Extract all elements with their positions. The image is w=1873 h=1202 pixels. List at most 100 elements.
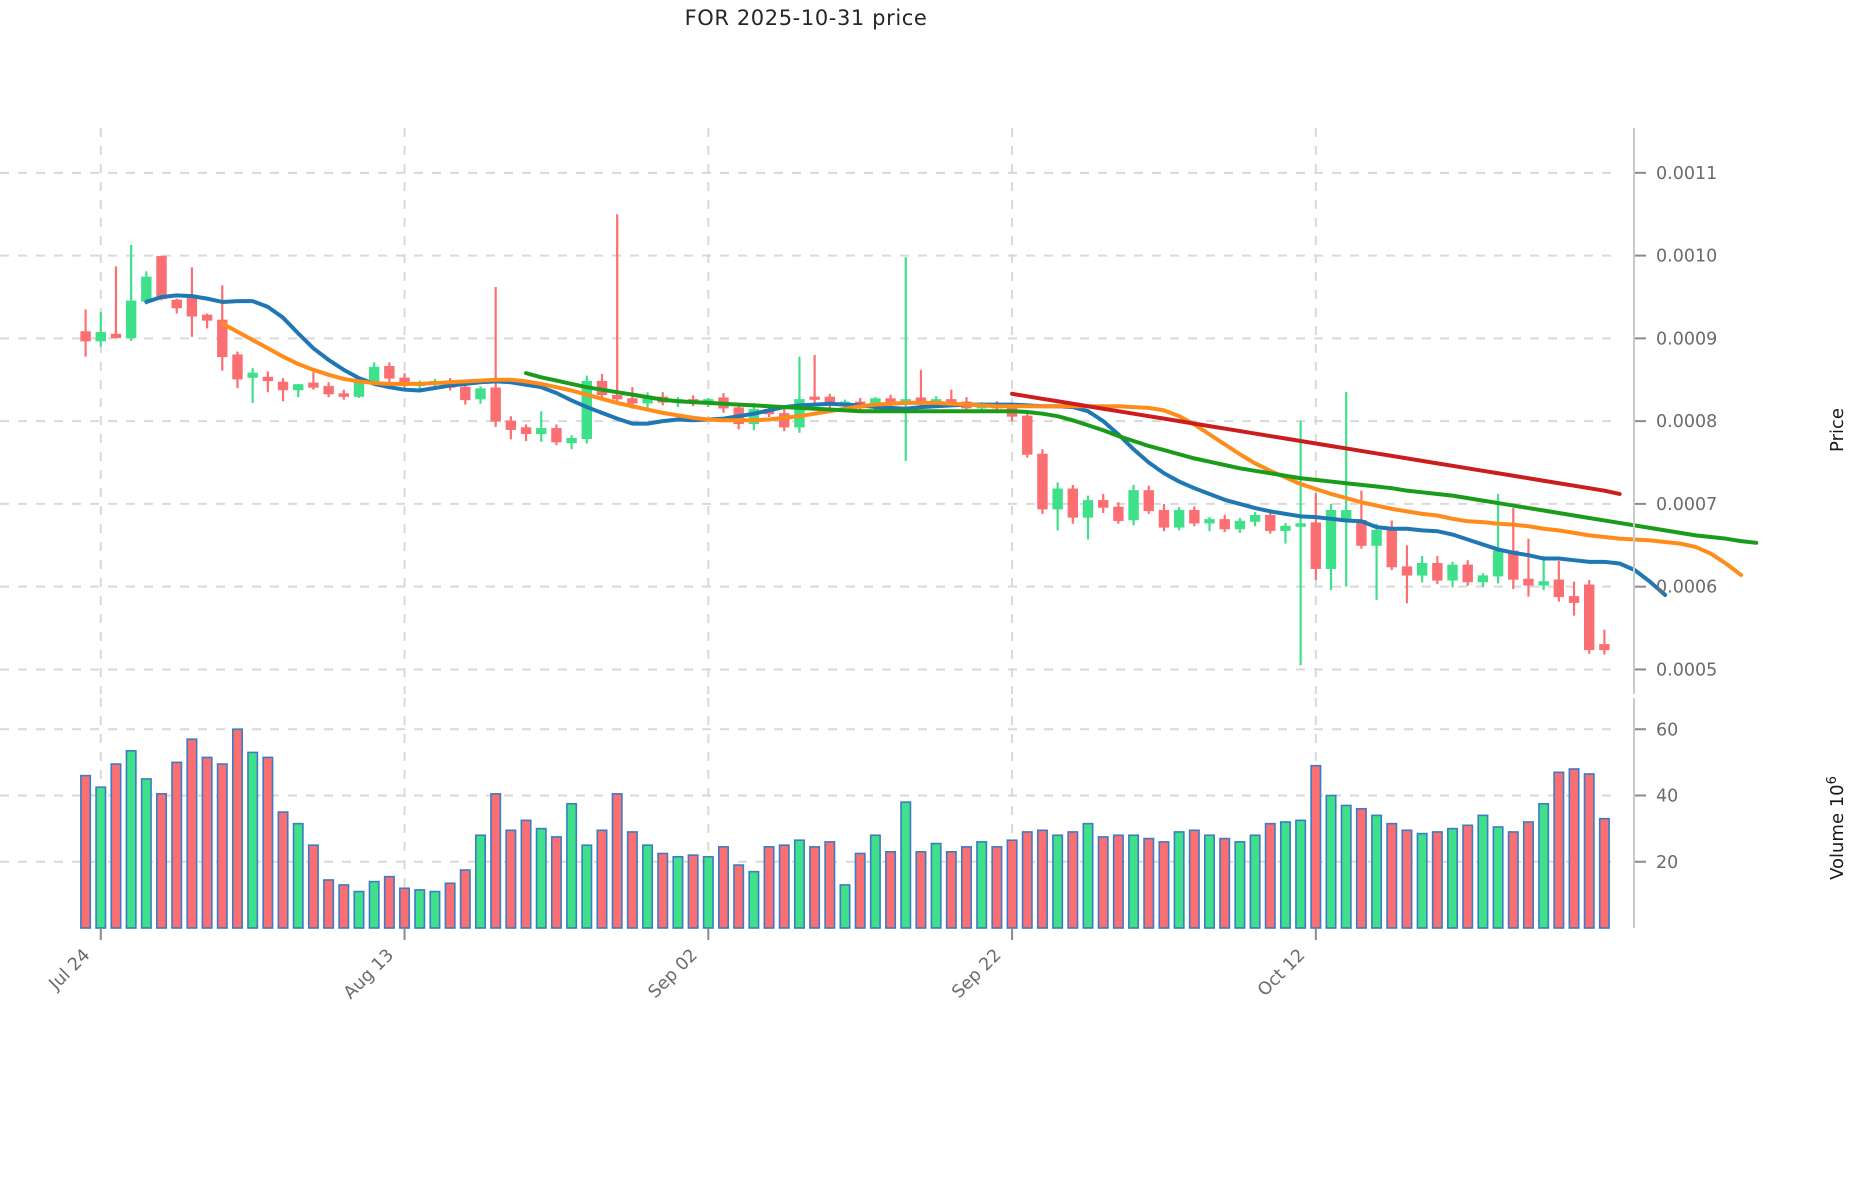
- volume-bar[interactable]: [702, 855, 714, 929]
- candlestick[interactable]: [1067, 484, 1079, 524]
- candlestick[interactable]: [611, 214, 623, 403]
- candlestick[interactable]: [1249, 512, 1261, 527]
- volume-bar[interactable]: [626, 831, 638, 929]
- candlestick[interactable]: [1416, 556, 1428, 583]
- candlestick[interactable]: [232, 351, 243, 389]
- candlestick-series[interactable]: [80, 214, 1610, 666]
- volume-bar[interactable]: [307, 844, 319, 929]
- candlestick[interactable]: [1447, 561, 1458, 588]
- candlestick[interactable]: [217, 285, 228, 371]
- candlestick[interactable]: [308, 372, 319, 390]
- candlestick[interactable]: [1037, 449, 1048, 514]
- volume-bar[interactable]: [717, 846, 730, 929]
- volume-bar[interactable]: [1112, 834, 1124, 929]
- volume-bar[interactable]: [125, 749, 137, 929]
- volume-bar[interactable]: [991, 846, 1003, 929]
- volume-bar[interactable]: [778, 844, 790, 929]
- volume-bar[interactable]: [1067, 831, 1079, 929]
- volume-bar[interactable]: [1021, 831, 1033, 929]
- volume-bar[interactable]: [1431, 831, 1443, 929]
- volume-bar[interactable]: [80, 774, 92, 929]
- candlestick[interactable]: [1265, 511, 1276, 534]
- volume-bar[interactable]: [1355, 807, 1367, 929]
- volume-bar[interactable]: [1219, 837, 1231, 929]
- volume-bar[interactable]: [763, 846, 775, 929]
- candlestick[interactable]: [1158, 503, 1170, 532]
- volume-bar[interactable]: [1462, 824, 1474, 929]
- volume-bar[interactable]: [885, 851, 897, 929]
- candlestick[interactable]: [748, 402, 760, 431]
- volume-bar[interactable]: [1598, 817, 1610, 929]
- candlestick[interactable]: [520, 424, 532, 442]
- candlestick[interactable]: [1553, 561, 1565, 602]
- candlestick[interactable]: [809, 354, 820, 405]
- volume-bar[interactable]: [1325, 794, 1337, 929]
- volume-bar[interactable]: [596, 829, 608, 929]
- volume-bar[interactable]: [140, 778, 152, 929]
- volume-bar[interactable]: [1052, 834, 1064, 929]
- moving-average-series[interactable]: [144, 293, 1759, 597]
- volume-bar[interactable]: [945, 851, 957, 929]
- candlestick[interactable]: [642, 392, 653, 408]
- candlestick[interactable]: [536, 411, 547, 442]
- volume-bar[interactable]: [444, 882, 456, 929]
- volume-bar[interactable]: [1234, 841, 1246, 929]
- volume-bar[interactable]: [733, 864, 745, 929]
- candlestick[interactable]: [110, 266, 122, 339]
- volume-bar[interactable]: [657, 852, 669, 929]
- volume-bar-series[interactable]: [80, 728, 1610, 929]
- candlestick[interactable]: [566, 435, 577, 450]
- candlestick[interactable]: [1432, 556, 1443, 585]
- volume-bar[interactable]: [338, 884, 350, 929]
- candlestick[interactable]: [1310, 493, 1322, 581]
- volume-bar[interactable]: [292, 822, 304, 929]
- candlestick[interactable]: [1280, 522, 1291, 544]
- volume-bar[interactable]: [95, 786, 107, 929]
- candlestick[interactable]: [171, 298, 182, 314]
- candlestick[interactable]: [1143, 485, 1154, 514]
- volume-bar[interactable]: [915, 851, 927, 929]
- candlestick[interactable]: [262, 371, 274, 393]
- volume-bar[interactable]: [1371, 814, 1383, 929]
- candlestick[interactable]: [247, 368, 258, 403]
- volume-bar[interactable]: [900, 801, 912, 929]
- candlestick[interactable]: [1538, 556, 1549, 590]
- candlestick[interactable]: [156, 255, 167, 301]
- volume-bar[interactable]: [611, 793, 623, 929]
- candlestick[interactable]: [1052, 482, 1063, 531]
- volume-bar[interactable]: [1188, 829, 1200, 929]
- volume-bar[interactable]: [1006, 839, 1018, 929]
- volume-bar[interactable]: [824, 841, 836, 929]
- candlestick[interactable]: [475, 386, 486, 404]
- candlestick[interactable]: [915, 369, 927, 407]
- candlestick[interactable]: [1082, 495, 1094, 540]
- candlestick[interactable]: [490, 287, 501, 427]
- volume-bar[interactable]: [550, 836, 562, 929]
- candlestick[interactable]: [1189, 506, 1200, 527]
- volume-bar[interactable]: [1295, 819, 1307, 929]
- candlestick[interactable]: [277, 378, 289, 402]
- volume-bar[interactable]: [277, 811, 289, 929]
- volume-bar[interactable]: [1492, 826, 1504, 929]
- volume-bar[interactable]: [490, 793, 502, 929]
- volume-bar[interactable]: [581, 844, 593, 929]
- volume-bar[interactable]: [1568, 768, 1580, 929]
- candlestick[interactable]: [95, 311, 106, 347]
- volume-bar[interactable]: [323, 879, 335, 929]
- candlestick[interactable]: [1462, 560, 1473, 586]
- candlestick[interactable]: [338, 389, 350, 400]
- volume-bar[interactable]: [1447, 827, 1459, 929]
- candlestick[interactable]: [201, 313, 213, 329]
- volume-bar[interactable]: [399, 887, 411, 929]
- volume-bar[interactable]: [1143, 837, 1155, 929]
- volume-bar[interactable]: [474, 834, 486, 929]
- candlestick[interactable]: [1022, 412, 1033, 458]
- candlestick[interactable]: [1508, 508, 1519, 590]
- volume-bar[interactable]: [520, 819, 532, 929]
- candlestick[interactable]: [551, 424, 562, 446]
- volume-bar[interactable]: [505, 829, 517, 929]
- volume-bar[interactable]: [201, 756, 213, 929]
- moving-average-line[interactable]: [144, 293, 1668, 597]
- volume-bar[interactable]: [353, 890, 365, 929]
- volume-bar[interactable]: [854, 852, 866, 929]
